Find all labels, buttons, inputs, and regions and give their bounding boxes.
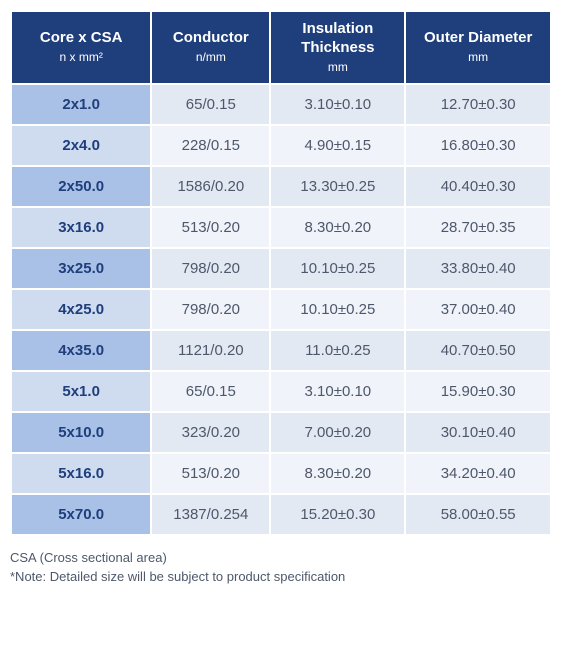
col-header-sub: mm: [410, 50, 546, 65]
data-cell: 3.10±0.10: [271, 85, 404, 124]
data-cell: 8.30±0.20: [271, 454, 404, 493]
data-cell: 34.20±0.40: [406, 454, 550, 493]
row-label: 5x70.0: [12, 495, 150, 534]
data-cell: 33.80±0.40: [406, 249, 550, 288]
col-header-sub: n/mm: [156, 50, 265, 65]
table-row: 4x35.01121/0.2011.0±0.2540.70±0.50: [12, 331, 550, 370]
row-label: 2x1.0: [12, 85, 150, 124]
footnote-note: *Note: Detailed size will be subject to …: [10, 569, 552, 584]
col-header-sub: mm: [275, 60, 400, 75]
col-header-main: Insulation Thickness: [275, 20, 400, 58]
col-header-conductor: Conductor n/mm: [152, 12, 269, 83]
data-cell: 15.90±0.30: [406, 372, 550, 411]
table-row: 5x1.065/0.153.10±0.1015.90±0.30: [12, 372, 550, 411]
data-cell: 323/0.20: [152, 413, 269, 452]
data-cell: 13.30±0.25: [271, 167, 404, 206]
col-header-insulation: Insulation Thickness mm: [271, 12, 404, 83]
data-cell: 58.00±0.55: [406, 495, 550, 534]
table-row: 5x16.0513/0.208.30±0.2034.20±0.40: [12, 454, 550, 493]
data-cell: 1387/0.254: [152, 495, 269, 534]
table-row: 2x1.065/0.153.10±0.1012.70±0.30: [12, 85, 550, 124]
col-header-outer-diameter: Outer Diameter mm: [406, 12, 550, 83]
table-row: 2x4.0228/0.154.90±0.1516.80±0.30: [12, 126, 550, 165]
data-cell: 1586/0.20: [152, 167, 269, 206]
row-label: 5x1.0: [12, 372, 150, 411]
data-cell: 40.70±0.50: [406, 331, 550, 370]
col-header-main: Outer Diameter: [410, 29, 546, 48]
row-label: 5x10.0: [12, 413, 150, 452]
table-row: 2x50.01586/0.2013.30±0.2540.40±0.30: [12, 167, 550, 206]
data-cell: 12.70±0.30: [406, 85, 550, 124]
table-header: Core x CSA n x mm² Conductor n/mm Insula…: [12, 12, 550, 83]
table-row: 5x10.0323/0.207.00±0.2030.10±0.40: [12, 413, 550, 452]
data-cell: 513/0.20: [152, 208, 269, 247]
data-cell: 28.70±0.35: [406, 208, 550, 247]
data-cell: 3.10±0.10: [271, 372, 404, 411]
data-cell: 10.10±0.25: [271, 249, 404, 288]
data-cell: 1121/0.20: [152, 331, 269, 370]
col-header-main: Conductor: [156, 29, 265, 48]
data-cell: 8.30±0.20: [271, 208, 404, 247]
data-cell: 11.0±0.25: [271, 331, 404, 370]
table-row: 3x16.0513/0.208.30±0.2028.70±0.35: [12, 208, 550, 247]
data-cell: 798/0.20: [152, 290, 269, 329]
data-cell: 228/0.15: [152, 126, 269, 165]
data-cell: 7.00±0.20: [271, 413, 404, 452]
table-row: 5x70.01387/0.25415.20±0.3058.00±0.55: [12, 495, 550, 534]
row-label: 5x16.0: [12, 454, 150, 493]
data-cell: 37.00±0.40: [406, 290, 550, 329]
footnote-csa: CSA (Cross sectional area): [10, 550, 552, 565]
col-header-main: Core x CSA: [16, 29, 146, 48]
table-body: 2x1.065/0.153.10±0.1012.70±0.302x4.0228/…: [12, 85, 550, 534]
row-label: 3x16.0: [12, 208, 150, 247]
data-cell: 15.20±0.30: [271, 495, 404, 534]
data-cell: 30.10±0.40: [406, 413, 550, 452]
table-row: 3x25.0798/0.2010.10±0.2533.80±0.40: [12, 249, 550, 288]
data-cell: 40.40±0.30: [406, 167, 550, 206]
data-cell: 65/0.15: [152, 372, 269, 411]
col-header-sub: n x mm²: [16, 50, 146, 65]
row-label: 4x35.0: [12, 331, 150, 370]
data-cell: 513/0.20: [152, 454, 269, 493]
footnotes: CSA (Cross sectional area) *Note: Detail…: [10, 550, 552, 584]
data-cell: 65/0.15: [152, 85, 269, 124]
data-cell: 798/0.20: [152, 249, 269, 288]
row-label: 2x50.0: [12, 167, 150, 206]
data-cell: 10.10±0.25: [271, 290, 404, 329]
data-cell: 16.80±0.30: [406, 126, 550, 165]
col-header-core-csa: Core x CSA n x mm²: [12, 12, 150, 83]
row-label: 2x4.0: [12, 126, 150, 165]
table-row: 4x25.0798/0.2010.10±0.2537.00±0.40: [12, 290, 550, 329]
data-cell: 4.90±0.15: [271, 126, 404, 165]
row-label: 3x25.0: [12, 249, 150, 288]
row-label: 4x25.0: [12, 290, 150, 329]
spec-table: Core x CSA n x mm² Conductor n/mm Insula…: [10, 10, 552, 536]
